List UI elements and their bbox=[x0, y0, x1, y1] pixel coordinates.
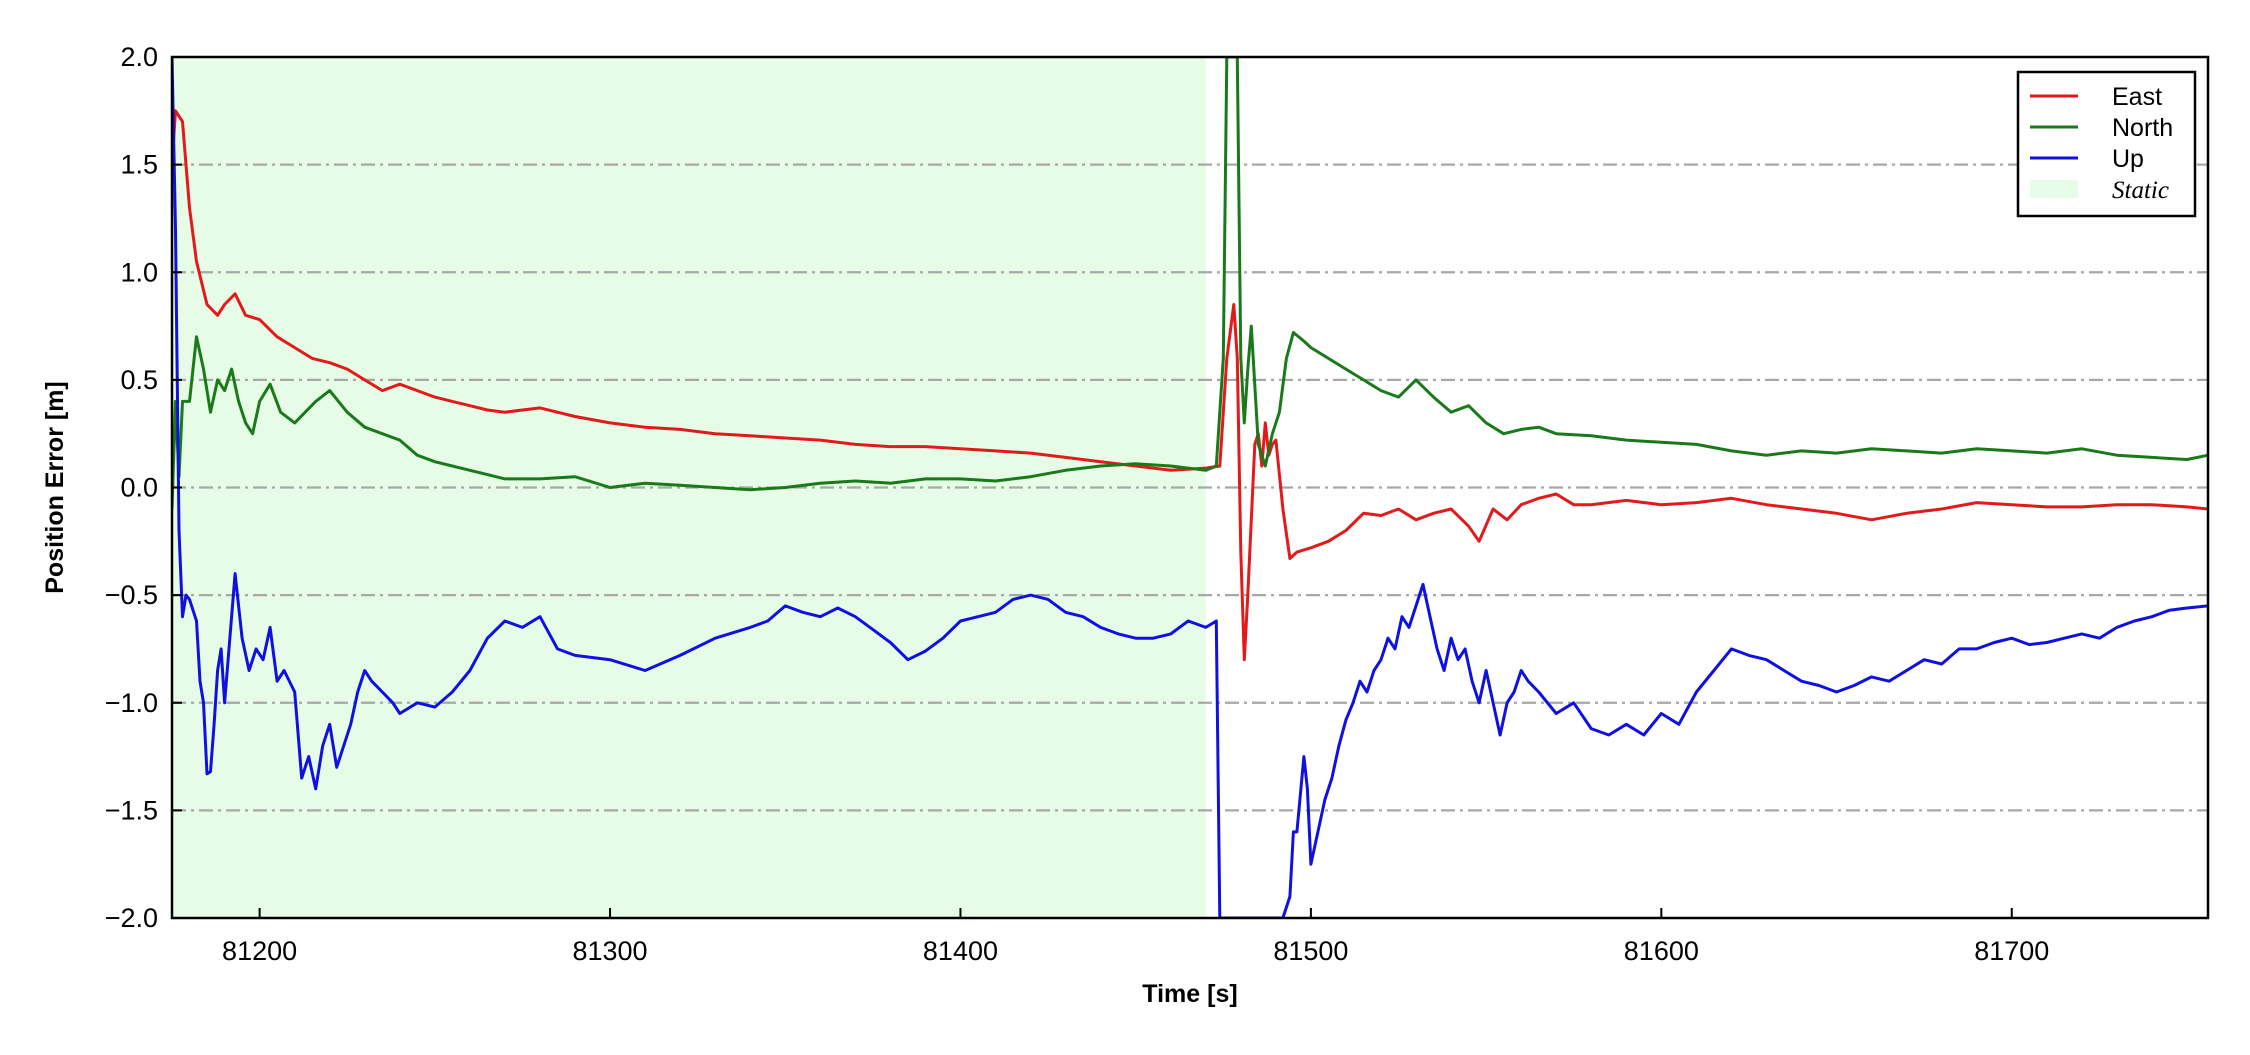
y-tick-label: 1.0 bbox=[120, 257, 158, 287]
legend-label-east: East bbox=[2112, 83, 2162, 111]
y-tick-label: −0.5 bbox=[105, 580, 158, 610]
legend: East North Up Static bbox=[2016, 70, 2197, 218]
x-tick-label: 81500 bbox=[1273, 936, 1348, 966]
y-tick-label: 0.5 bbox=[120, 365, 158, 395]
x-tick-label: 81600 bbox=[1624, 936, 1699, 966]
series-line-north bbox=[172, 57, 2208, 510]
y-axis-title: Position Error [m] bbox=[41, 381, 69, 594]
y-tick-label: −1.5 bbox=[105, 795, 158, 825]
x-tick-label: 81200 bbox=[222, 936, 297, 966]
y-tick-label: −1.0 bbox=[105, 688, 158, 718]
legend-label-up: Up bbox=[2112, 145, 2144, 173]
series-line-east bbox=[172, 109, 2208, 662]
y-tick-label: 1.5 bbox=[120, 150, 158, 180]
legend-swatch-static bbox=[2030, 180, 2078, 198]
y-tick-label: 2.0 bbox=[120, 42, 158, 72]
x-tick-label: 81300 bbox=[572, 936, 647, 966]
x-tick-label: 81400 bbox=[923, 936, 998, 966]
x-axis-title: Time [s] bbox=[1142, 980, 1237, 1008]
y-tick-label: −2.0 bbox=[105, 903, 158, 933]
x-tick-label: 81700 bbox=[1974, 936, 2049, 966]
y-tick-label: 0.0 bbox=[120, 473, 158, 503]
legend-label-north: North bbox=[2112, 114, 2173, 142]
series-line-up bbox=[172, 57, 2208, 918]
legend-label-static: Static bbox=[2112, 177, 2169, 204]
